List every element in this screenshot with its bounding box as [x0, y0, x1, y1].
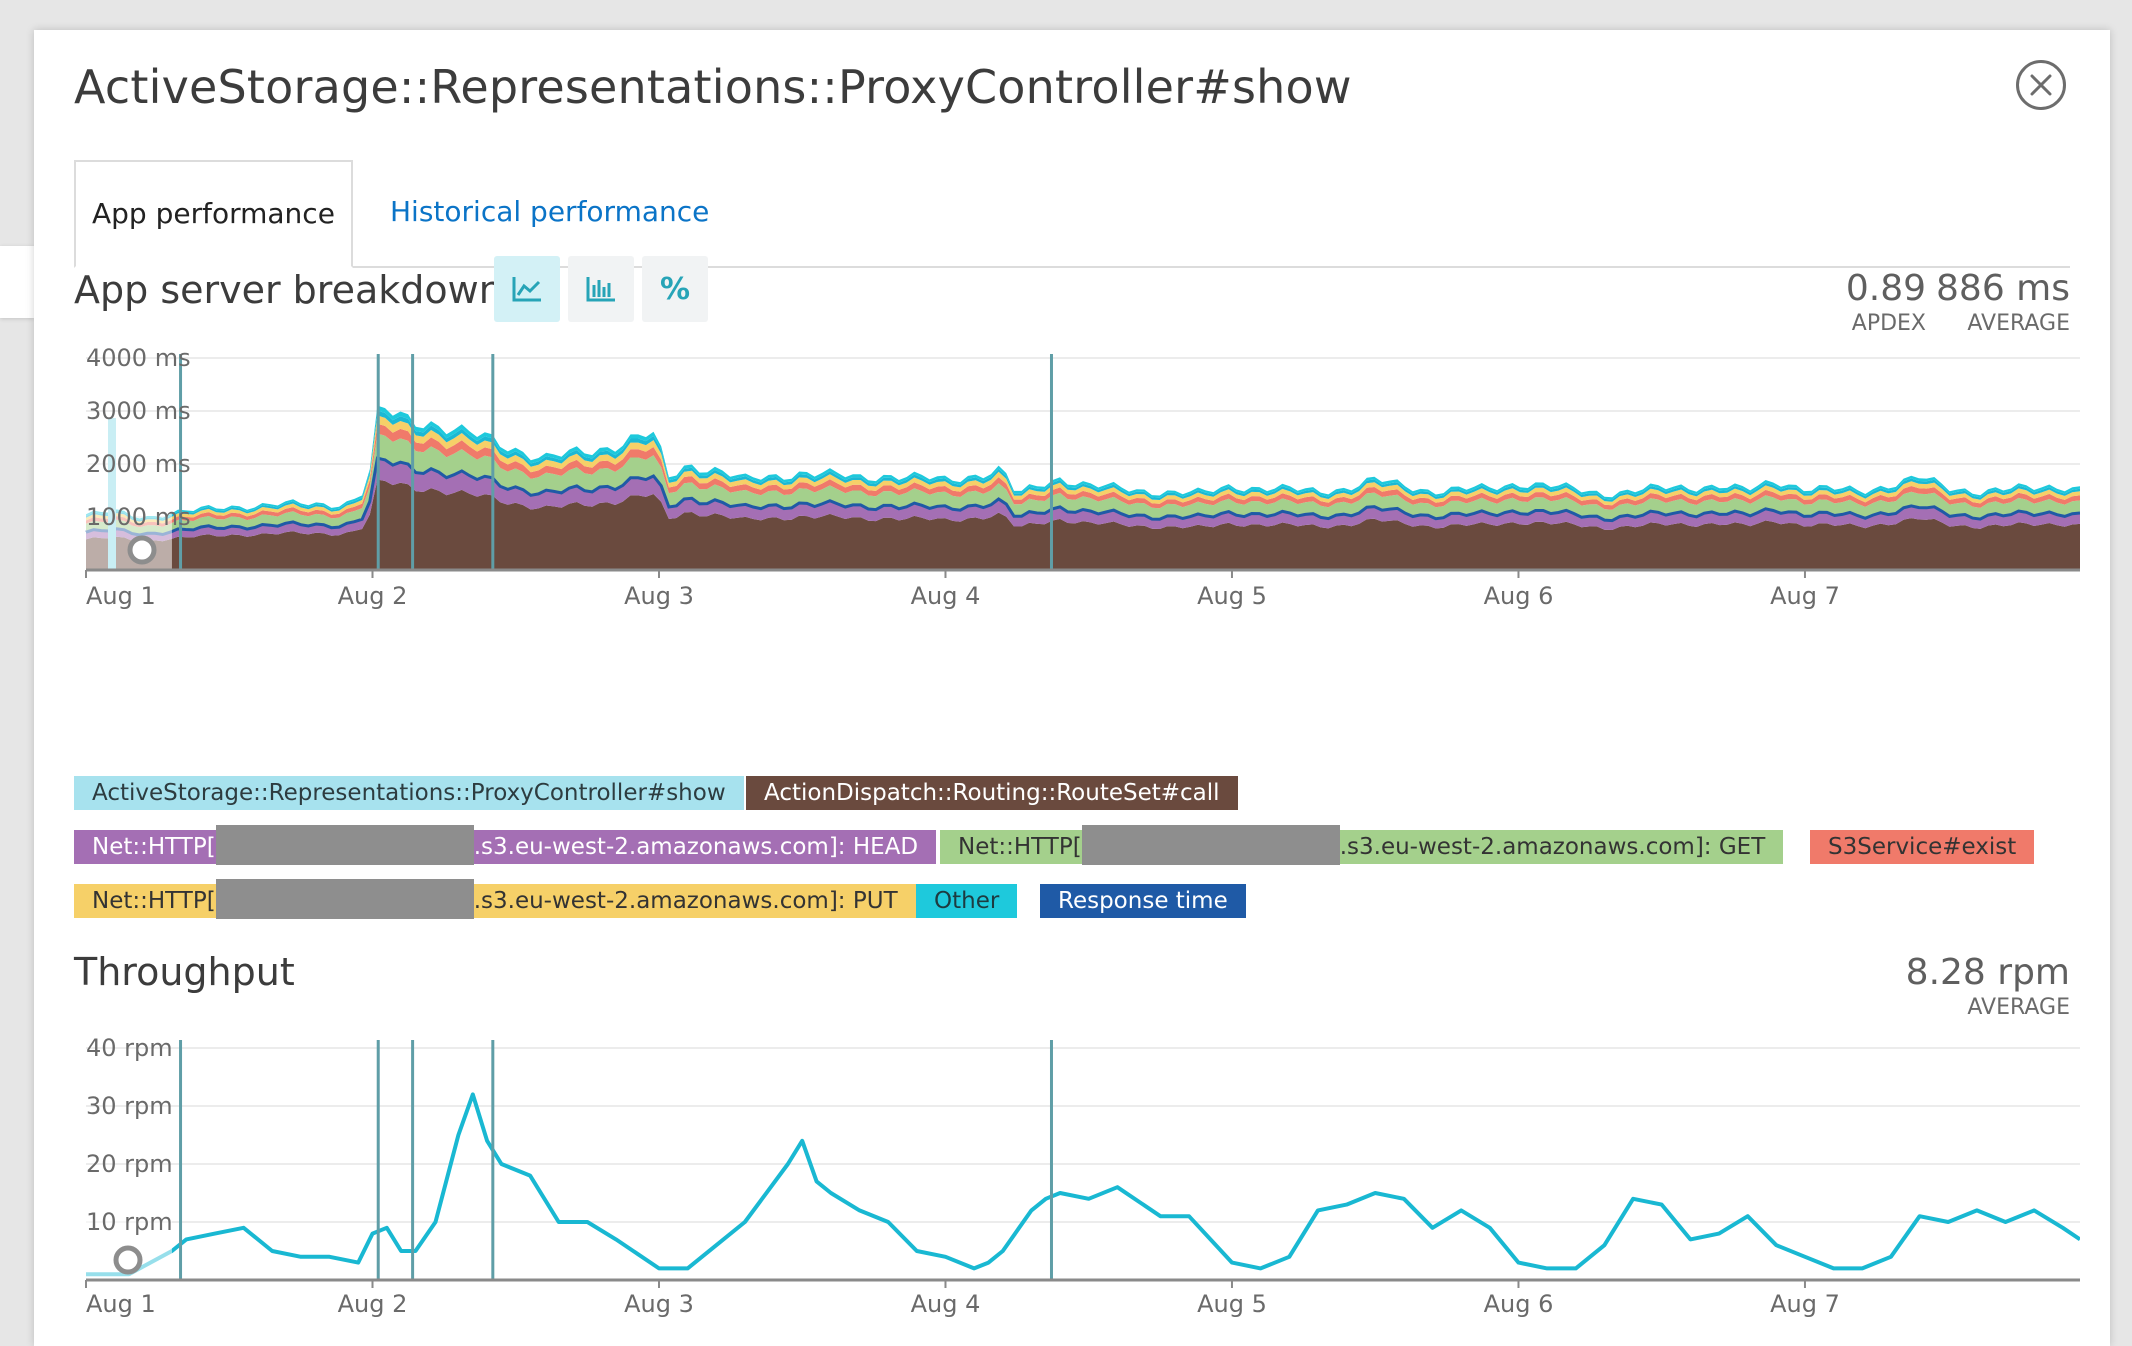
x-tick-label: Aug 5 [1197, 1290, 1267, 1318]
x-tick-label: Aug 1 [86, 582, 156, 610]
throughput-average-value: 8.28 rpm [1905, 952, 2070, 993]
legend-head-prefix: Net::HTTP[ [92, 834, 216, 860]
throughput-title: Throughput [74, 950, 295, 994]
y-tick-label: 20 rpm [86, 1150, 173, 1178]
legend-put-suffix: .s3.eu-west-2.amazonaws.com]: PUT [473, 888, 898, 914]
tab-bar: App performance Historical performance [74, 160, 2070, 268]
redacted-host [1081, 824, 1340, 865]
legend-proxy-controller[interactable]: ActiveStorage::Representations::ProxyCon… [74, 776, 744, 810]
legend-response-time[interactable]: Response time [1040, 884, 1246, 918]
side-panel-stub [0, 246, 34, 318]
throughput-average-label: AVERAGE [1967, 995, 2070, 1020]
y-tick-label: 4000 ms [86, 344, 191, 372]
throughput-chart[interactable]: Aug 1 Aug 2 Aug 3 Aug 4 Aug 5 Aug 6 Aug 7 40 rp… [64, 1012, 2080, 1326]
tab-historical-performance[interactable]: Historical performance [390, 195, 710, 228]
x-tick-label: Aug 7 [1770, 1290, 1840, 1318]
breakdown-chart[interactable]: Aug 1 Aug 2 Aug 3 Aug 4 Aug 5 Aug 6 Aug 7 4000 … [64, 330, 2080, 710]
percent-view-button[interactable]: % [642, 256, 708, 322]
breakdown-title: App server breakdown [74, 268, 503, 312]
area-chart-icon [512, 277, 541, 302]
average-value: 886 ms [1936, 268, 2070, 309]
area-series-0 [86, 479, 2080, 570]
x-tick-label: Aug 6 [1484, 1290, 1554, 1318]
tab-app-performance[interactable]: App performance [74, 160, 353, 268]
legend-put-prefix: Net::HTTP[ [92, 888, 216, 914]
x-tick-label: Aug 3 [624, 582, 694, 610]
legend-s3service-exist[interactable]: S3Service#exist [1810, 830, 2035, 864]
bar-chart-view-button[interactable] [568, 256, 634, 322]
bar-chart-icon [586, 277, 615, 302]
close-icon [2030, 74, 2052, 96]
y-tick-label: 3000 ms [86, 397, 191, 425]
area-series-2 [86, 433, 2080, 535]
apdex-label: APDEX [1851, 311, 1926, 336]
apdex-metric: 0.89 APDEX [1800, 268, 1926, 336]
x-tick-label: Aug 2 [338, 582, 408, 610]
x-tick-label: Aug 4 [911, 1290, 981, 1318]
modal-panel: ActiveStorage::Representations::ProxyCon… [34, 30, 2110, 1346]
y-tick-label: 30 rpm [86, 1092, 173, 1120]
legend-other[interactable]: Other [916, 884, 1018, 918]
y-tick-label: 1000 ms [86, 503, 191, 531]
response-time-line [85, 456, 2080, 537]
range-handle-icon[interactable] [127, 535, 157, 565]
legend-get-suffix: .s3.eu-west-2.amazonaws.com]: GET [1339, 834, 1766, 860]
legend-net-http-put[interactable]: Net::HTTP[ .s3.eu-west-2.amazonaws.com]: … [74, 878, 916, 919]
legend-routeset-call[interactable]: ActionDispatch::Routing::RouteSet#call [746, 776, 1238, 810]
y-tick-label: 2000 ms [86, 450, 191, 478]
x-tick-label: Aug 2 [338, 1290, 408, 1318]
y-tick-label: 40 rpm [86, 1034, 173, 1062]
apdex-value: 0.89 [1845, 268, 1926, 309]
legend-get-prefix: Net::HTTP[ [958, 834, 1082, 860]
redacted-host [215, 878, 474, 919]
range-handle-icon[interactable] [113, 1245, 143, 1275]
modal-title: ActiveStorage::Representations::ProxyCon… [74, 60, 1352, 114]
x-tick-label: Aug 1 [86, 1290, 156, 1318]
x-tick-label: Aug 3 [624, 1290, 694, 1318]
area-series-3 [86, 423, 2080, 528]
average-label: AVERAGE [1967, 311, 2070, 336]
x-tick-label: Aug 4 [911, 582, 981, 610]
percent-label: % [659, 271, 691, 307]
throughput-average-metric: 8.28 rpm AVERAGE [1870, 952, 2070, 1020]
legend-head-suffix: .s3.eu-west-2.amazonaws.com]: HEAD [473, 834, 919, 860]
average-metric: 886 ms AVERAGE [1930, 268, 2070, 336]
close-button[interactable] [2016, 60, 2066, 110]
y-tick-label: 10 rpm [86, 1208, 173, 1236]
x-tick-label: Aug 6 [1484, 582, 1554, 610]
redacted-host [215, 824, 474, 865]
area-chart-view-button[interactable] [494, 256, 560, 322]
legend-net-http-head[interactable]: Net::HTTP[ .s3.eu-west-2.amazonaws.com]: … [74, 824, 937, 865]
area-series-1 [86, 458, 2080, 542]
x-tick-label: Aug 7 [1770, 582, 1840, 610]
x-tick-label: Aug 5 [1197, 582, 1267, 610]
throughput-line [86, 1092, 2080, 1277]
legend-net-http-get[interactable]: Net::HTTP[ .s3.eu-west-2.amazonaws.com]: … [940, 824, 1784, 865]
